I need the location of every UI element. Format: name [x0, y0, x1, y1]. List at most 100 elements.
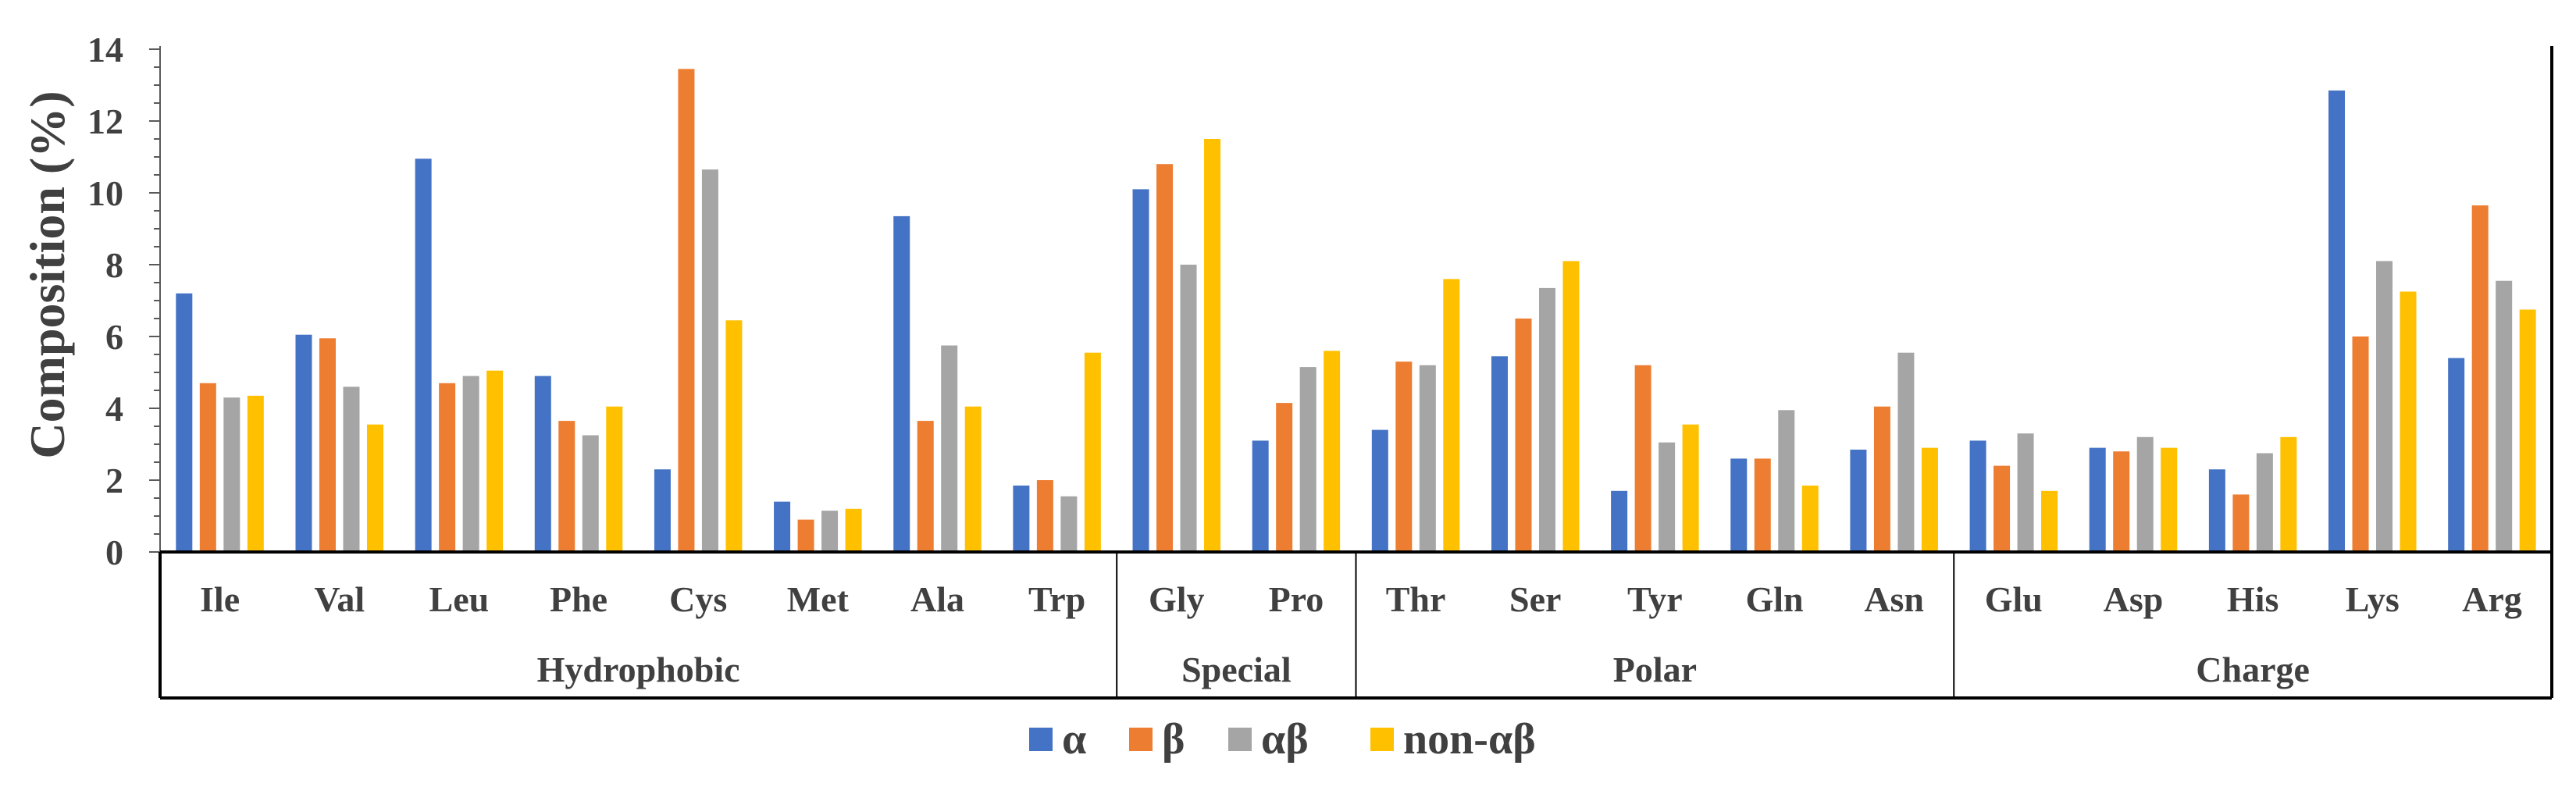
- bar-ala-1: [893, 215, 910, 552]
- category-label-asn: Asn: [1864, 579, 1924, 619]
- bar-ala-4: [964, 406, 982, 552]
- bar-met-1: [774, 501, 791, 552]
- bar-asp-4: [2161, 447, 2178, 552]
- group-label-polar: Polar: [1613, 650, 1697, 689]
- bar-glu-1: [1969, 440, 1986, 552]
- bar-cys-2: [678, 69, 695, 553]
- category-label-tyr: Tyr: [1627, 579, 1683, 619]
- y-tick-label: 2: [105, 461, 123, 500]
- bar-cys-4: [725, 320, 743, 552]
- bar-met-2: [797, 519, 814, 552]
- category-label-ile: Ile: [200, 579, 240, 619]
- category-label-ala: Ala: [910, 579, 964, 619]
- legend: α β αβ non-αβ: [1029, 715, 1536, 764]
- category-label-val: Val: [314, 579, 365, 619]
- bar-ser-2: [1515, 319, 1532, 552]
- bar-cys-3: [701, 169, 718, 552]
- bar-arg-2: [2471, 205, 2489, 552]
- legend-swatch-4: [1370, 728, 1394, 751]
- bar-gly-1: [1132, 189, 1149, 552]
- bar-pro-1: [1252, 440, 1269, 552]
- category-label-ser: Ser: [1509, 579, 1561, 619]
- bar-phe-2: [558, 421, 575, 552]
- bar-asn-2: [1873, 406, 1890, 552]
- bar-cys-1: [654, 469, 671, 552]
- bar-glu-2: [1993, 465, 2011, 552]
- y-tick-label: 10: [87, 173, 123, 213]
- bar-ser-1: [1491, 356, 1508, 552]
- bar-thr-1: [1371, 429, 1388, 552]
- bar-ser-3: [1538, 287, 1555, 552]
- bar-gln-4: [1801, 485, 1819, 552]
- bar-gly-4: [1204, 139, 1221, 552]
- bar-ala-3: [941, 345, 958, 552]
- bar-thr-3: [1419, 365, 1436, 552]
- bar-arg-3: [2496, 280, 2513, 552]
- category-label-phe: Phe: [550, 579, 607, 619]
- bar-his-3: [2256, 453, 2273, 552]
- legend-label-3: αβ: [1261, 715, 1309, 764]
- category-label-glu: Glu: [1985, 579, 2043, 619]
- bar-met-3: [821, 511, 839, 552]
- category-label-asp: Asp: [2104, 579, 2164, 619]
- category-label-met: Met: [787, 579, 850, 619]
- bar-gly-2: [1156, 164, 1174, 552]
- category-label-trp: Trp: [1028, 579, 1085, 619]
- category-label-gln: Gln: [1745, 579, 1803, 619]
- bars: [176, 69, 2536, 553]
- bar-trp-4: [1084, 352, 1101, 552]
- bar-gln-1: [1730, 458, 1748, 552]
- legend-swatch-1: [1029, 728, 1053, 751]
- bar-lys-3: [2376, 261, 2393, 552]
- bar-asp-1: [2089, 447, 2106, 552]
- bar-val-2: [319, 338, 336, 552]
- y-axis: 0 2 4 6 8 10 12 14: [87, 30, 161, 572]
- y-tick-label: 8: [105, 245, 123, 285]
- bar-asp-3: [2136, 436, 2154, 552]
- bar-trp-3: [1060, 496, 1078, 552]
- legend-label-2: β: [1162, 715, 1185, 764]
- bar-thr-4: [1443, 279, 1460, 552]
- legend-label-1: α: [1062, 715, 1086, 764]
- bar-pro-3: [1299, 367, 1317, 552]
- category-label-lys: Lys: [2346, 579, 2400, 619]
- y-tick-label: 0: [105, 532, 123, 572]
- category-table: Ile Val Leu Phe Cys Met Ala Trp Gly Pro Thr Ser Tyr G…: [159, 46, 2553, 700]
- y-tick-label: 6: [105, 317, 123, 357]
- legend-label-4: non-αβ: [1403, 715, 1536, 764]
- category-label-leu: Leu: [429, 579, 490, 619]
- bar-asn-3: [1897, 352, 1915, 552]
- bar-asn-4: [1921, 447, 1938, 552]
- bar-asn-1: [1850, 449, 1867, 552]
- bar-leu-2: [439, 383, 456, 552]
- bar-leu-1: [415, 158, 432, 553]
- bar-glu-4: [2041, 490, 2058, 552]
- legend-swatch-2: [1129, 728, 1153, 751]
- bar-tyr-3: [1659, 442, 1676, 552]
- bar-phe-1: [534, 376, 551, 552]
- bar-ile-2: [199, 383, 216, 552]
- bar-asp-2: [2113, 451, 2130, 552]
- bar-gln-2: [1754, 458, 1771, 552]
- bar-arg-4: [2519, 309, 2536, 552]
- bar-lys-1: [2328, 90, 2346, 552]
- bar-trp-1: [1013, 485, 1030, 552]
- bar-leu-3: [462, 376, 479, 552]
- bar-phe-3: [582, 435, 599, 552]
- y-tick-label: 12: [87, 101, 123, 141]
- bar-val-4: [366, 424, 383, 552]
- bar-ile-4: [247, 395, 264, 552]
- bar-leu-4: [486, 370, 504, 552]
- bar-val-1: [295, 334, 312, 552]
- category-label-cys: Cys: [669, 579, 727, 619]
- bar-arg-1: [2448, 358, 2465, 552]
- bar-val-3: [343, 386, 360, 552]
- group-label-charge: Charge: [2196, 650, 2310, 689]
- bar-phe-4: [606, 406, 623, 552]
- group-label-special: Special: [1181, 650, 1292, 689]
- bar-tyr-4: [1682, 424, 1699, 552]
- bar-gly-3: [1180, 265, 1197, 552]
- category-label-arg: Arg: [2462, 579, 2522, 619]
- bar-lys-2: [2352, 336, 2369, 552]
